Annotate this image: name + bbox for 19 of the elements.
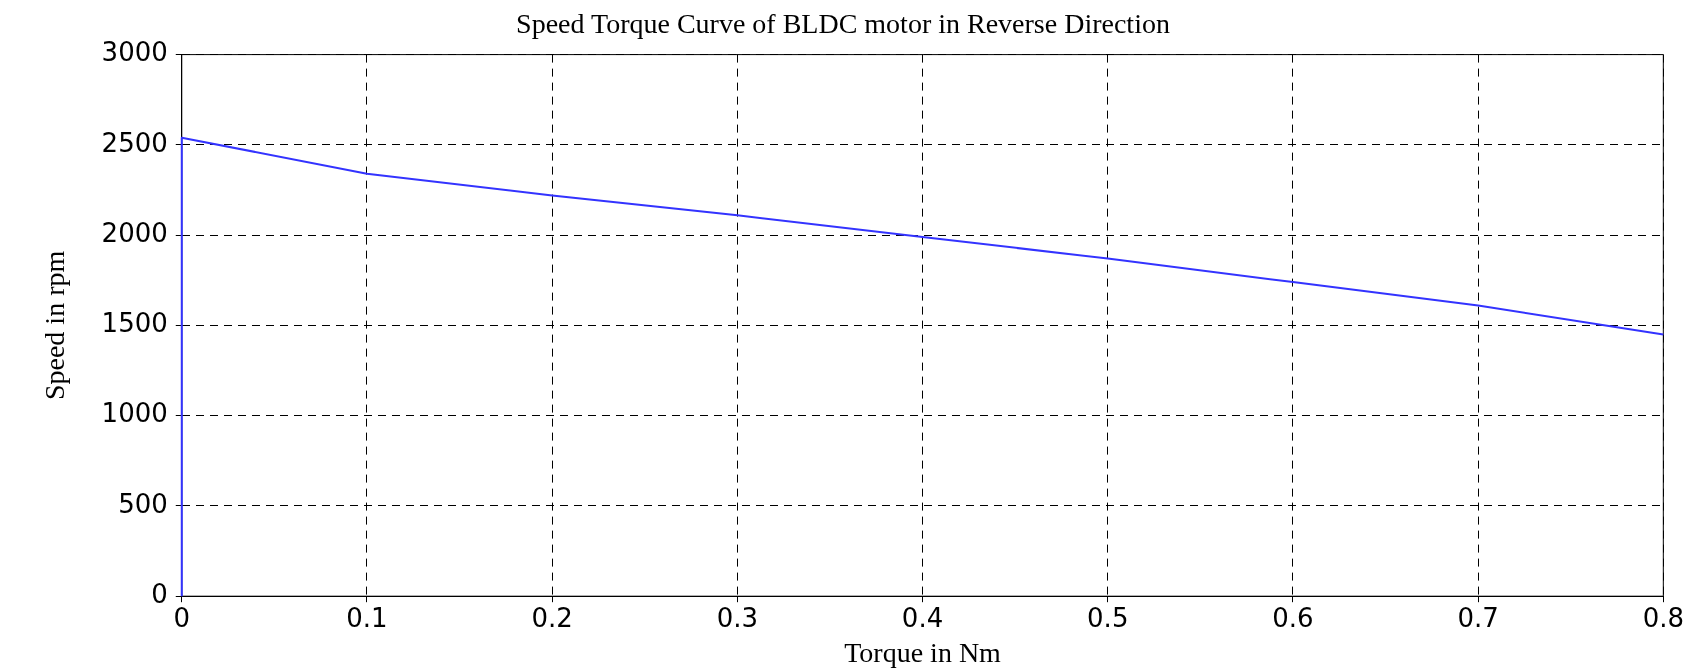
y-tick-label: 1000	[101, 398, 168, 429]
x-tick-label: 0.2	[531, 602, 573, 633]
y-tick-label: 2500	[101, 127, 168, 158]
x-tick-label: 0.3	[716, 602, 759, 633]
x-tick-label: 0.7	[1457, 602, 1499, 633]
y-tick-label: 3000	[101, 37, 168, 68]
y-tick-label: 500	[118, 488, 168, 519]
x-tick-label: 0.6	[1272, 602, 1314, 633]
x-tick-label: 0.4	[901, 602, 944, 633]
x-tick-label: 0	[173, 602, 191, 633]
y-tick-label: 0	[151, 578, 168, 609]
x-tick-label: 0.1	[346, 602, 388, 633]
chart-title: Speed Torque Curve of BLDC motor in Reverse Direction	[516, 8, 1170, 40]
x-tick-label: 0.5	[1087, 602, 1129, 633]
x-axis-title: Torque in Nm	[844, 636, 1002, 668]
y-tick-label: 1500	[101, 308, 168, 339]
y-tick-label: 2000	[101, 217, 168, 248]
y-axis-title: Speed in rpm	[39, 250, 71, 401]
x-tick-label: 0.8	[1642, 602, 1685, 633]
